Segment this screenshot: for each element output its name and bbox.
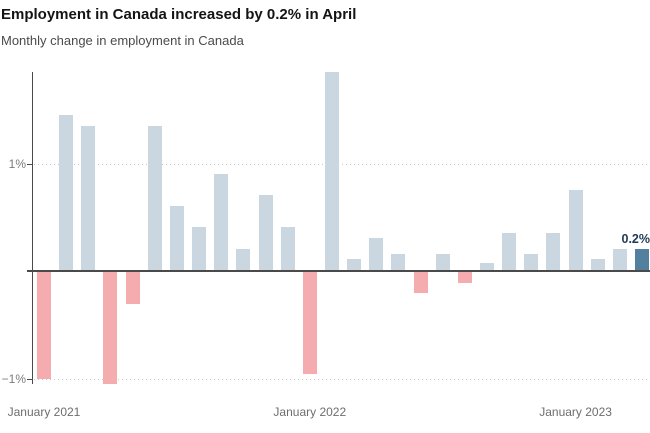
bar-may-2022 xyxy=(391,254,405,270)
value-annotation: 0.2% xyxy=(621,232,650,246)
y-tick-1- xyxy=(27,164,32,165)
chart-title: Employment in Canada increased by 0.2% i… xyxy=(1,6,357,23)
bar-mar-2022 xyxy=(347,259,361,270)
bar-apr-2021 xyxy=(103,272,117,384)
bar-apr-2023 xyxy=(635,249,649,270)
bar-mar-2023 xyxy=(613,249,627,270)
bar-sep-2021 xyxy=(214,174,228,270)
bar-feb-2022 xyxy=(325,72,339,270)
bar-jul-2022 xyxy=(436,254,450,270)
bar-oct-2022 xyxy=(502,233,516,270)
y-axis-line xyxy=(32,72,33,384)
x-axis-label-january-2022: January 2022 xyxy=(273,405,347,419)
bar-mar-2021 xyxy=(81,126,95,270)
bar-feb-2021 xyxy=(59,115,73,270)
bar-may-2021 xyxy=(126,272,140,304)
y-axis-label-1-: 1% xyxy=(8,157,26,171)
gridline-1- xyxy=(34,164,650,165)
bar-apr-2022 xyxy=(369,238,383,270)
bar-nov-2022 xyxy=(524,254,538,270)
x-axis-label-january-2023: January 2023 xyxy=(539,405,612,419)
bar-jun-2022 xyxy=(414,272,428,293)
bar-dec-2021 xyxy=(281,227,295,270)
bar-aug-2022 xyxy=(458,272,472,283)
bar-feb-2023 xyxy=(591,259,605,270)
x-axis-label-january-2021: January 2021 xyxy=(7,405,81,419)
zero-baseline xyxy=(27,270,650,272)
bar-jan-2021 xyxy=(37,272,51,379)
bar-jan-2022 xyxy=(303,272,317,374)
bar-jan-2023 xyxy=(569,190,583,270)
chart-subtitle: Monthly change in employment in Canada xyxy=(1,33,244,48)
bar-jun-2021 xyxy=(148,126,162,270)
bar-oct-2021 xyxy=(236,249,250,270)
bar-nov-2021 xyxy=(259,195,273,270)
y-axis-label--1-: −1% xyxy=(1,372,26,386)
bar-dec-2022 xyxy=(546,233,560,270)
bar-jul-2021 xyxy=(170,206,184,270)
bar-aug-2021 xyxy=(192,227,206,270)
gridline--1- xyxy=(34,379,650,380)
y-tick--1- xyxy=(27,379,32,380)
bar-sep-2022 xyxy=(480,263,494,270)
